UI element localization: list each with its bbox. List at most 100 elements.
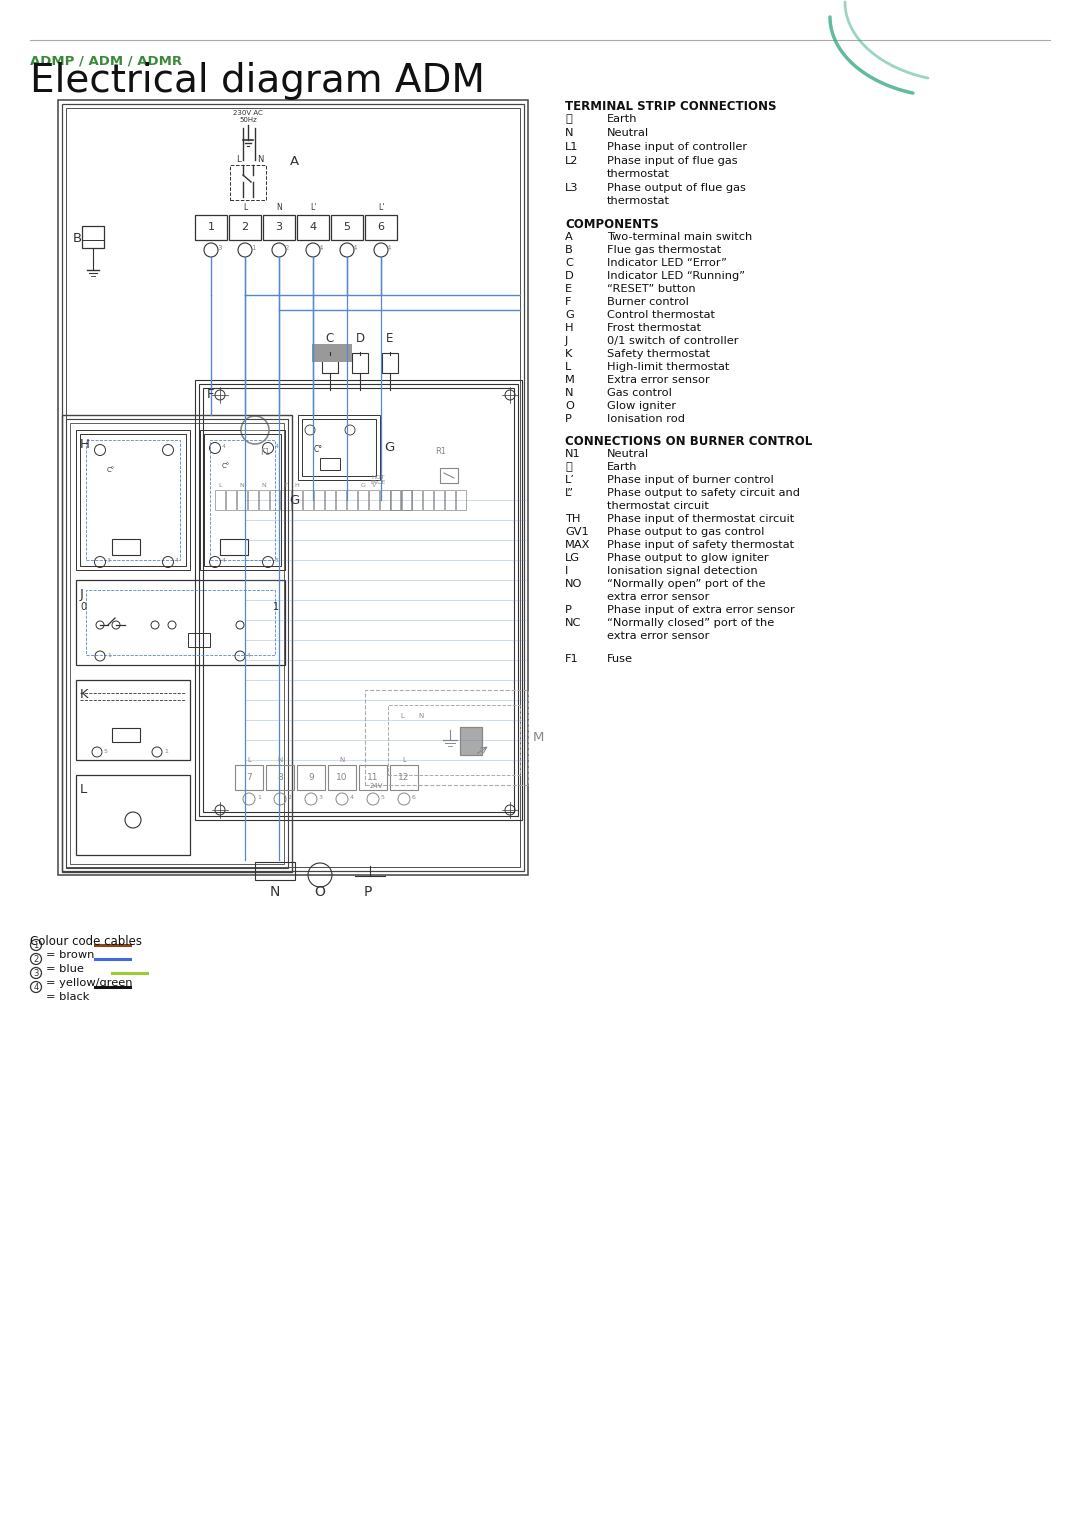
Bar xyxy=(226,490,237,510)
Text: = yellow/green: = yellow/green xyxy=(46,977,133,988)
Text: Flue gas thermostat: Flue gas thermostat xyxy=(607,244,721,255)
Text: R1: R1 xyxy=(435,447,446,457)
Text: “Normally closed” port of the: “Normally closed” port of the xyxy=(607,618,774,628)
Text: Indicator LED “Error”: Indicator LED “Error” xyxy=(607,258,727,269)
Bar xyxy=(320,458,340,470)
Bar xyxy=(390,490,400,510)
Text: Frost thermostat: Frost thermostat xyxy=(607,324,701,333)
Bar xyxy=(322,353,338,373)
Bar xyxy=(112,539,140,554)
Text: B: B xyxy=(73,232,82,244)
Text: L': L' xyxy=(310,203,316,212)
Text: 3: 3 xyxy=(107,557,111,563)
Text: O: O xyxy=(314,886,325,899)
Text: 5: 5 xyxy=(343,223,351,232)
Bar xyxy=(388,705,519,776)
Text: L: L xyxy=(243,203,247,212)
Text: = blue: = blue xyxy=(46,964,84,974)
Text: N: N xyxy=(270,886,280,899)
Text: Phase input of extra error sensor: Phase input of extra error sensor xyxy=(607,605,795,615)
Bar xyxy=(365,215,397,240)
Bar xyxy=(382,353,399,373)
Text: P: P xyxy=(565,605,572,615)
Text: N: N xyxy=(565,388,573,399)
Text: 1: 1 xyxy=(251,244,256,250)
Text: 4: 4 xyxy=(247,654,251,658)
Text: 1: 1 xyxy=(107,654,111,658)
Text: L2: L2 xyxy=(565,156,579,166)
Text: GV1: GV1 xyxy=(565,527,589,538)
Bar xyxy=(195,215,227,240)
Text: 4: 4 xyxy=(175,557,179,563)
Text: G: G xyxy=(384,441,394,454)
Bar xyxy=(347,490,357,510)
Bar xyxy=(440,467,458,483)
Bar xyxy=(215,490,225,510)
Text: 4: 4 xyxy=(33,982,39,991)
Text: Safety thermostat: Safety thermostat xyxy=(607,350,711,359)
Text: C°: C° xyxy=(313,444,323,454)
Text: D: D xyxy=(565,270,573,281)
Bar xyxy=(76,680,190,760)
Text: LG: LG xyxy=(565,553,580,563)
Text: L: L xyxy=(218,483,221,489)
Text: M: M xyxy=(565,376,575,385)
Bar xyxy=(70,423,284,864)
Text: L: L xyxy=(80,783,87,796)
Text: P: P xyxy=(565,414,572,425)
Text: N1: N1 xyxy=(565,449,581,460)
Bar xyxy=(62,104,524,870)
Text: L3: L3 xyxy=(565,183,579,192)
Bar xyxy=(314,490,324,510)
Text: Neutral: Neutral xyxy=(607,128,649,137)
Bar xyxy=(391,490,401,510)
Text: 1: 1 xyxy=(273,602,279,612)
Text: C°: C° xyxy=(107,467,116,473)
Text: 9: 9 xyxy=(308,773,314,782)
Text: = brown: = brown xyxy=(46,950,94,960)
Text: 5: 5 xyxy=(381,796,384,800)
Text: Ionisation rod: Ionisation rod xyxy=(607,414,685,425)
Bar xyxy=(336,490,346,510)
Text: H: H xyxy=(295,483,299,489)
Text: 8: 8 xyxy=(278,773,283,782)
Text: F1: F1 xyxy=(565,654,579,664)
Bar xyxy=(235,765,264,789)
Text: 0/1 switch of controller: 0/1 switch of controller xyxy=(607,336,739,347)
Text: 4: 4 xyxy=(387,244,391,250)
Text: L: L xyxy=(565,362,571,373)
Text: 10: 10 xyxy=(336,773,348,782)
Text: H: H xyxy=(565,324,573,333)
Text: G: G xyxy=(565,310,573,321)
Bar xyxy=(270,490,280,510)
Text: 24V: 24V xyxy=(369,783,383,789)
Text: Phase input of thermostat circuit: Phase input of thermostat circuit xyxy=(607,515,794,524)
Bar xyxy=(248,490,258,510)
Text: K: K xyxy=(565,350,572,359)
Text: L”: L” xyxy=(565,489,573,498)
Text: 3: 3 xyxy=(217,244,221,250)
Text: N: N xyxy=(240,483,244,489)
Text: P: P xyxy=(364,886,373,899)
Text: 3: 3 xyxy=(319,796,323,800)
Text: 230V AC: 230V AC xyxy=(233,110,262,116)
Bar xyxy=(188,634,210,647)
Text: 5: 5 xyxy=(104,750,108,754)
Text: T: T xyxy=(284,483,288,489)
Text: O: O xyxy=(565,402,573,411)
Text: N: N xyxy=(257,156,264,163)
Text: 5: 5 xyxy=(275,557,279,563)
Text: 0: 0 xyxy=(80,602,86,612)
Text: A: A xyxy=(291,156,299,168)
Text: L: L xyxy=(402,757,406,764)
Bar xyxy=(76,580,285,664)
Text: = black: = black xyxy=(46,993,90,1002)
Bar xyxy=(259,490,269,510)
Bar xyxy=(369,490,379,510)
Bar xyxy=(298,415,380,479)
Text: N: N xyxy=(565,128,573,137)
Text: High-limit thermostat: High-limit thermostat xyxy=(607,362,729,373)
Text: Colour code cables: Colour code cables xyxy=(30,935,141,948)
Bar xyxy=(112,728,140,742)
Text: 1: 1 xyxy=(207,223,215,232)
